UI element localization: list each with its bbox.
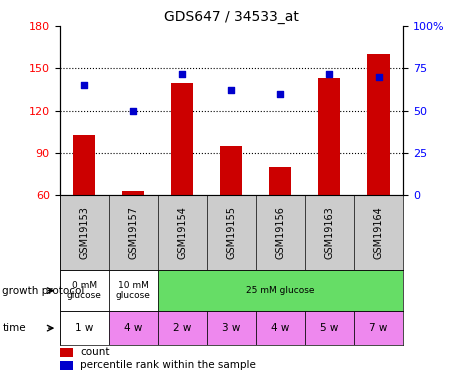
Text: 4 w: 4 w	[124, 323, 142, 333]
Text: 1 w: 1 w	[75, 323, 93, 333]
Point	[130, 108, 137, 114]
FancyBboxPatch shape	[256, 311, 305, 345]
Bar	[60, 348, 73, 357]
FancyBboxPatch shape	[109, 311, 158, 345]
Text: growth protocol: growth protocol	[2, 286, 85, 296]
FancyBboxPatch shape	[158, 270, 403, 311]
Text: 7 w: 7 w	[369, 323, 387, 333]
Text: GSM19156: GSM19156	[275, 206, 285, 259]
Text: 2 w: 2 w	[173, 323, 191, 333]
Bar	[318, 78, 340, 195]
Bar	[73, 135, 95, 195]
Text: 25 mM glucose: 25 mM glucose	[246, 286, 315, 295]
Bar	[171, 82, 193, 195]
Text: GSM19153: GSM19153	[79, 206, 89, 259]
Bar	[269, 167, 291, 195]
FancyBboxPatch shape	[60, 270, 109, 311]
Text: GSM19157: GSM19157	[128, 206, 138, 259]
Text: 3 w: 3 w	[222, 323, 240, 333]
FancyBboxPatch shape	[158, 311, 207, 345]
Point	[326, 70, 333, 76]
Text: 5 w: 5 w	[320, 323, 338, 333]
Point	[277, 91, 284, 97]
Point	[375, 74, 382, 80]
Text: GSM19164: GSM19164	[374, 206, 383, 259]
Title: GDS647 / 34533_at: GDS647 / 34533_at	[164, 10, 299, 24]
Bar	[367, 54, 390, 195]
FancyBboxPatch shape	[60, 311, 109, 345]
FancyBboxPatch shape	[207, 311, 256, 345]
FancyBboxPatch shape	[305, 311, 354, 345]
Text: time: time	[2, 323, 26, 333]
FancyBboxPatch shape	[109, 270, 158, 311]
Text: GSM19155: GSM19155	[226, 206, 236, 259]
Text: GSM19163: GSM19163	[324, 206, 334, 259]
Text: GSM19154: GSM19154	[177, 206, 187, 259]
Point	[179, 70, 186, 76]
Bar	[60, 361, 73, 370]
Point	[228, 87, 235, 93]
Bar	[122, 191, 144, 195]
Text: 10 mM
glucose: 10 mM glucose	[116, 281, 151, 300]
Text: count: count	[80, 347, 109, 357]
Text: percentile rank within the sample: percentile rank within the sample	[80, 360, 256, 370]
Bar	[220, 146, 242, 195]
Text: 0 mM
glucose: 0 mM glucose	[66, 281, 102, 300]
FancyBboxPatch shape	[354, 311, 403, 345]
Text: 4 w: 4 w	[271, 323, 289, 333]
Point	[81, 82, 88, 88]
